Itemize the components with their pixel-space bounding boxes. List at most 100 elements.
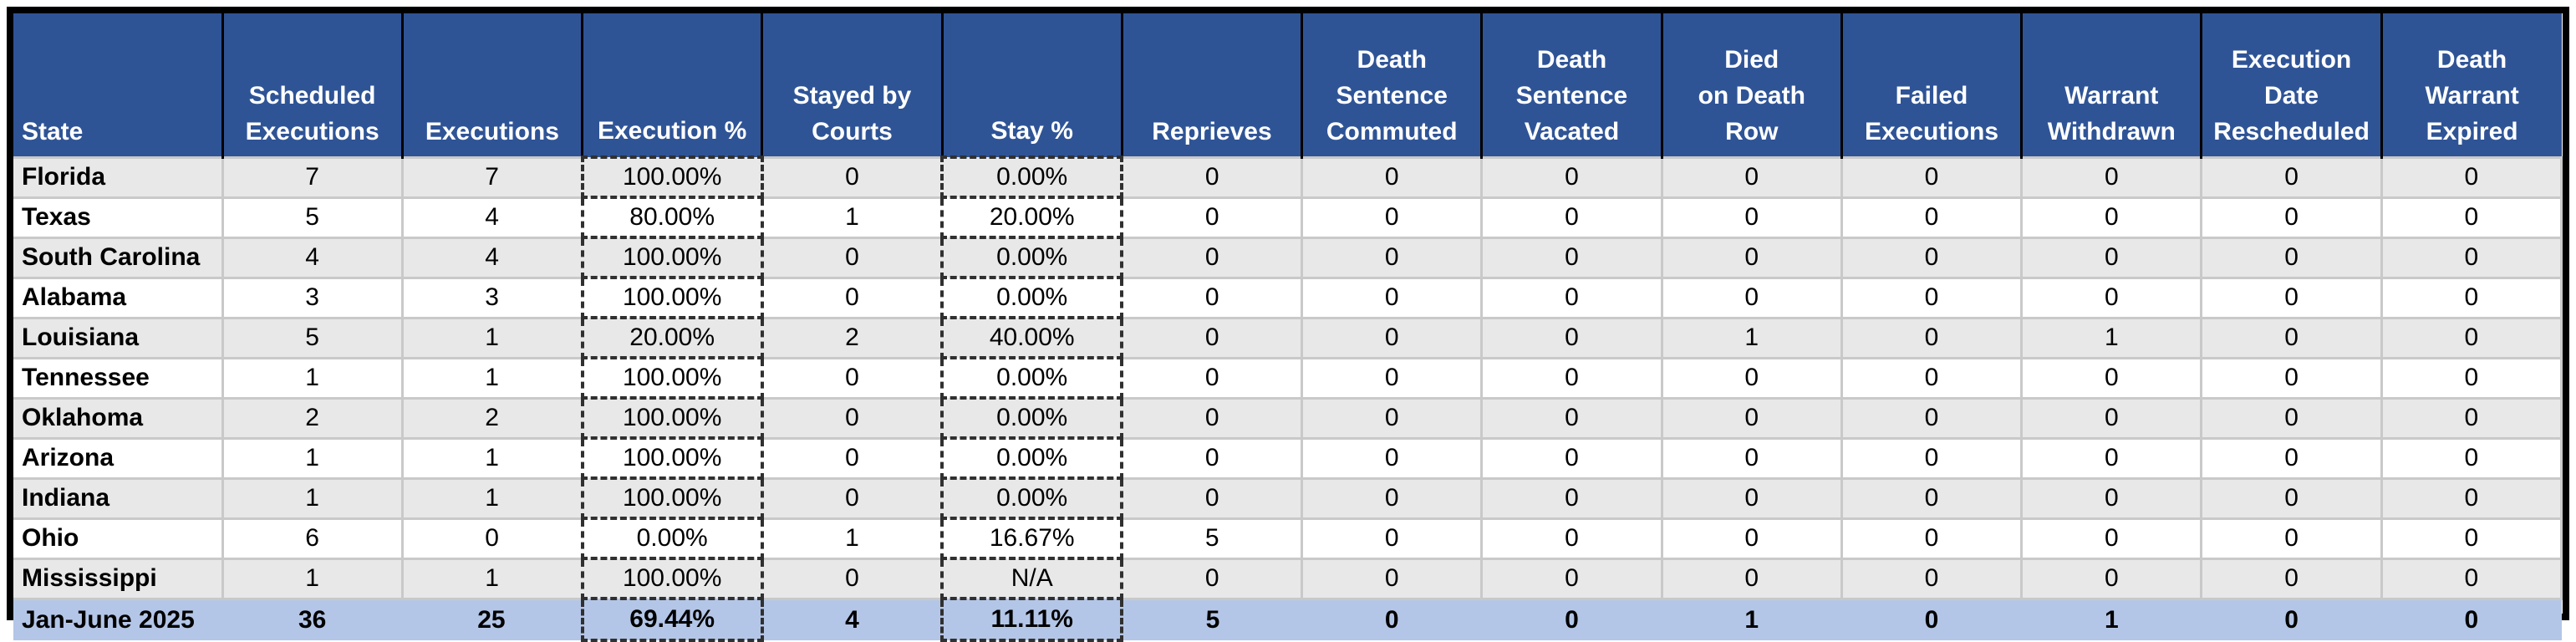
state-cell: Ohio — [13, 517, 224, 560]
value-cell-stay_pct: 0.00% — [940, 276, 1124, 319]
value-cell-died: 0 — [1660, 155, 1843, 199]
value-cell-expired: 0 — [2380, 196, 2563, 239]
value-cell-stayed: 0 — [761, 476, 944, 520]
total-row: Jan-June 2025 36 25 69.44% 4 11.11% 5 0 0 1 0 1 0 0 — [13, 597, 2562, 642]
value-cell-commuted: 0 — [1301, 155, 1484, 199]
value-cell-scheduled: 6 — [221, 517, 404, 560]
column-header-vacated: Death Sentence Vacated — [1480, 13, 1662, 157]
value-cell-rescheduled: 0 — [2200, 517, 2383, 560]
value-cell-vacated: 0 — [1480, 557, 1663, 600]
value-cell-executions: 1 — [400, 476, 584, 520]
value-cell-failed: 0 — [1840, 476, 2024, 520]
value-cell-executions: 0 — [400, 517, 584, 560]
value-cell-execution_pct: 100.00% — [580, 276, 764, 319]
value-cell-died: 0 — [1660, 436, 1843, 480]
value-cell-commuted: 0 — [1301, 396, 1484, 440]
column-header-expired: Death Warrant Expired — [2380, 13, 2562, 157]
value-cell-rescheduled: 0 — [2200, 476, 2383, 520]
value-cell-stay_pct: 0.00% — [940, 436, 1124, 480]
value-cell-executions: 4 — [400, 236, 584, 279]
total-cell-execution_pct: 69.44% — [580, 597, 764, 642]
table-row-mississippi: Mississippi 1 1 100.00% 0 N/A 0 0 0 0 0 0 0 0 — [13, 557, 2563, 600]
value-cell-vacated: 0 — [1480, 517, 1663, 560]
column-header-withdrawn: Warrant Withdrawn — [2020, 13, 2202, 157]
value-cell-died: 0 — [1660, 276, 1843, 319]
total-cell-rescheduled: 0 — [2201, 597, 2382, 640]
value-cell-stayed: 0 — [761, 276, 944, 319]
value-cell-expired: 0 — [2380, 316, 2563, 359]
state-cell: Alabama — [13, 276, 224, 319]
value-cell-reprieves: 0 — [1120, 436, 1304, 480]
total-cell-executions: 25 — [402, 597, 583, 640]
value-cell-scheduled: 5 — [221, 316, 404, 359]
value-cell-expired: 0 — [2380, 236, 2563, 279]
table-row-oklahoma: Oklahoma 2 2 100.00% 0 0.00% 0 0 0 0 0 0 0 0 — [13, 396, 2563, 440]
value-cell-executions: 1 — [400, 557, 584, 600]
value-cell-commuted: 0 — [1301, 236, 1484, 279]
total-cell-failed: 0 — [1841, 597, 2022, 640]
value-cell-scheduled: 1 — [221, 557, 404, 600]
value-cell-reprieves: 0 — [1120, 476, 1304, 520]
value-cell-stayed: 2 — [761, 316, 944, 359]
value-cell-withdrawn: 0 — [2020, 155, 2203, 199]
total-cell-scheduled: 36 — [222, 597, 403, 640]
executions-table-frame: State Scheduled Executions Executions Execu… — [7, 7, 2569, 642]
value-cell-stay_pct: 0.00% — [940, 155, 1124, 199]
value-cell-scheduled: 7 — [221, 155, 404, 199]
value-cell-executions: 1 — [400, 356, 584, 400]
value-cell-vacated: 0 — [1480, 476, 1663, 520]
value-cell-died: 0 — [1660, 557, 1843, 600]
value-cell-scheduled: 1 — [221, 436, 404, 480]
value-cell-stay_pct: 0.00% — [940, 396, 1124, 440]
value-cell-execution_pct: 20.00% — [580, 316, 764, 359]
value-cell-stay_pct: 20.00% — [940, 196, 1124, 239]
column-header-state: State — [13, 13, 222, 157]
value-cell-expired: 0 — [2380, 356, 2563, 400]
value-cell-scheduled: 3 — [221, 276, 404, 319]
total-cell-vacated: 0 — [1481, 597, 1662, 640]
value-cell-scheduled: 5 — [221, 196, 404, 239]
total-cell-withdrawn: 1 — [2021, 597, 2202, 640]
value-cell-executions: 7 — [400, 155, 584, 199]
state-cell: Oklahoma — [13, 396, 224, 440]
value-cell-withdrawn: 0 — [2020, 396, 2203, 440]
value-cell-vacated: 0 — [1480, 396, 1663, 440]
column-header-scheduled: Scheduled Executions — [221, 13, 403, 157]
value-cell-executions: 4 — [400, 196, 584, 239]
value-cell-failed: 0 — [1840, 436, 2024, 480]
value-cell-rescheduled: 0 — [2200, 276, 2383, 319]
executions-by-state-table: State Scheduled Executions Executions Execu… — [13, 13, 2563, 642]
value-cell-executions: 1 — [400, 436, 584, 480]
value-cell-reprieves: 0 — [1120, 236, 1304, 279]
column-header-reprieves: Reprieves — [1120, 13, 1302, 157]
value-cell-vacated: 0 — [1480, 356, 1663, 400]
value-cell-commuted: 0 — [1301, 436, 1484, 480]
value-cell-expired: 0 — [2380, 155, 2563, 199]
total-cell-expired: 0 — [2381, 597, 2562, 640]
value-cell-vacated: 0 — [1480, 436, 1663, 480]
value-cell-expired: 0 — [2380, 396, 2563, 440]
column-header-rescheduled: Execution Date Rescheduled — [2200, 13, 2382, 157]
value-cell-vacated: 0 — [1480, 155, 1663, 199]
value-cell-failed: 0 — [1840, 236, 2024, 279]
value-cell-vacated: 0 — [1480, 316, 1663, 359]
value-cell-withdrawn: 0 — [2020, 557, 2203, 600]
value-cell-reprieves: 0 — [1120, 276, 1304, 319]
state-cell: South Carolina — [13, 236, 224, 279]
value-cell-stay_pct: 40.00% — [940, 316, 1124, 359]
column-header-stay_pct: Stay % — [940, 13, 1123, 159]
value-cell-executions: 2 — [400, 396, 584, 440]
value-cell-reprieves: 0 — [1120, 316, 1304, 359]
value-cell-withdrawn: 0 — [2020, 196, 2203, 239]
value-cell-reprieves: 5 — [1120, 517, 1304, 560]
value-cell-execution_pct: 100.00% — [580, 236, 764, 279]
value-cell-execution_pct: 100.00% — [580, 155, 764, 199]
value-cell-reprieves: 0 — [1120, 356, 1304, 400]
value-cell-commuted: 0 — [1301, 557, 1484, 600]
state-cell: Tennessee — [13, 356, 224, 400]
state-cell: Florida — [13, 155, 224, 199]
value-cell-expired: 0 — [2380, 517, 2563, 560]
value-cell-failed: 0 — [1840, 196, 2024, 239]
table-header: State Scheduled Executions Executions Execu… — [13, 13, 2562, 159]
value-cell-stayed: 1 — [761, 196, 944, 239]
